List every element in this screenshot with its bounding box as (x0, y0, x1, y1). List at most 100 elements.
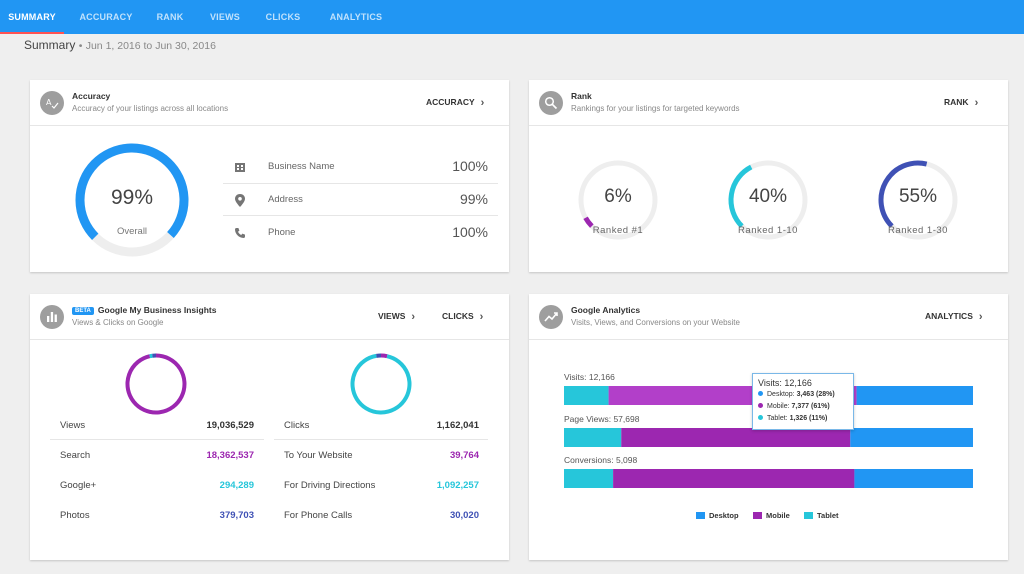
tab-analytics[interactable]: ANALYTICS (329, 12, 383, 22)
bar-segment-desktop-visits[interactable] (856, 386, 973, 405)
legend-label: Mobile (766, 511, 790, 520)
accuracy-row-value: 99% (459, 191, 488, 207)
tooltip-row-value: 3,463 (28%) (796, 391, 835, 398)
spellcheck-icon: A (40, 91, 64, 115)
clicks-row-value: 1,092,257 (436, 480, 479, 491)
tooltip-row-label: Tablet: (767, 415, 788, 422)
chevron-right-icon: › (480, 97, 485, 109)
chevron-right-icon: › (411, 311, 416, 323)
views-row-value: 294,289 (219, 480, 254, 491)
summary-date-range: Jun 1, 2016 to Jun 30, 2016 (85, 40, 216, 52)
chart-tooltip: Visits: 12,166 Desktop: 3,463 (28%) Mobi… (752, 373, 854, 430)
tab-summary[interactable]: SUMMARY (0, 0, 64, 34)
bar-segment-mobile-page-views[interactable] (621, 428, 851, 447)
donut-segment (125, 353, 187, 415)
gmb-card-header: BETA Google My Business Insights Views & … (30, 294, 509, 340)
analytics-link[interactable]: ANALYTICS › (925, 311, 983, 323)
views-donut (125, 353, 187, 415)
legend-item-desktop[interactable]: Desktop (696, 511, 739, 520)
tooltip-title: Visits: 12,166 (758, 378, 812, 388)
legend-swatch (753, 512, 762, 519)
bar-segment-mobile-conversions[interactable] (613, 469, 855, 488)
tooltip-row: Mobile: 7,377 (61%) (758, 403, 830, 410)
rank-gauge-arc (728, 164, 753, 228)
clicks-link-label: CLICKS (442, 311, 474, 321)
views-row-label: Photos (60, 510, 90, 521)
tooltip-row-value: 1,326 (11%) (789, 415, 828, 422)
rank-subtitle: Rankings for your listings for targeted … (571, 104, 740, 113)
accuracy-row-value: 100% (452, 224, 488, 240)
rank-gauge-3 (878, 160, 958, 240)
divider (274, 439, 488, 440)
accuracy-row-label: Business Name (268, 161, 335, 172)
clicks-row-label: For Phone Calls (284, 510, 353, 521)
tooltip-dot (758, 391, 763, 396)
tab-clicks[interactable]: CLICKS (265, 12, 301, 22)
phone-icon (233, 226, 247, 240)
accuracy-link-label: ACCURACY (426, 97, 475, 107)
trending-icon (539, 305, 563, 329)
rank-gauge-track (578, 160, 658, 240)
summary-separator: • (78, 40, 83, 52)
summary-title: Summary (24, 38, 76, 52)
tab-views[interactable]: VIEWS (209, 12, 240, 22)
rank-gauge-1 (578, 160, 658, 240)
rank-card: Rank Rankings for your listings for targ… (529, 80, 1008, 272)
accuracy-subtitle: Accuracy of your listings across all loc… (72, 104, 229, 113)
clicks-link[interactable]: CLICKS › (442, 311, 483, 323)
legend-swatch (696, 512, 705, 519)
bar-segment-desktop-page-views[interactable] (850, 428, 973, 447)
beta-badge: BETA (72, 307, 94, 315)
divider (223, 215, 498, 216)
gmb-subtitle: Views & Clicks on Google (72, 318, 164, 327)
views-donut-segments (125, 353, 187, 415)
tab-accuracy[interactable]: ACCURACY (79, 12, 133, 22)
top-navigation: SUMMARY ACCURACY RANK VIEWS CLICKS ANALY… (0, 0, 1024, 34)
legend-item-tablet[interactable]: Tablet (804, 511, 839, 520)
tooltip-row: Desktop: 3,463 (28%) (758, 391, 835, 398)
bar-label-visits: Visits: 12,166 (564, 372, 615, 382)
clicks-row-value: 30,020 (449, 510, 479, 521)
bar-segment-desktop-conversions[interactable] (854, 469, 973, 488)
rank-link[interactable]: RANK › (944, 97, 978, 109)
bar-label-page-views: Page Views: 57,698 (564, 414, 640, 424)
clicks-donut (350, 353, 412, 415)
rank-gauge-2 (728, 160, 808, 240)
accuracy-row-value: 100% (452, 158, 488, 174)
location-pin-icon (233, 193, 247, 207)
gmb-title-text: Google My Business Insights (97, 305, 217, 315)
tooltip-dot (758, 415, 763, 420)
tab-rank[interactable]: RANK (156, 12, 184, 22)
chevron-right-icon: › (479, 311, 484, 323)
accuracy-gauge-label: Overall (116, 226, 148, 237)
legend-item-mobile[interactable]: Mobile (753, 511, 790, 520)
views-total-label: Views (60, 420, 86, 431)
rank-gauge-arc (583, 216, 594, 228)
clicks-donut-segments (350, 353, 412, 415)
search-icon (539, 91, 563, 115)
views-row-label: Search (60, 450, 91, 461)
chevron-right-icon: › (974, 97, 979, 109)
views-link-label: VIEWS (378, 311, 406, 321)
tooltip-row-label: Mobile: (767, 403, 790, 410)
svg-text:A: A (46, 98, 52, 107)
bar-label-conversions: Conversions: 5,098 (564, 455, 638, 465)
rank-gauge-label: Ranked #1 (592, 225, 644, 236)
views-total-value: 19,036,529 (206, 420, 254, 431)
rank-gauge-value: 55% (898, 186, 938, 207)
accuracy-link[interactable]: ACCURACY › (426, 97, 484, 109)
bar-segment-tablet-page-views[interactable] (564, 428, 622, 447)
clicks-row-label: For Driving Directions (284, 480, 376, 491)
chevron-right-icon: › (978, 311, 983, 323)
rank-link-label: RANK (944, 97, 969, 107)
bar-segment-tablet-conversions[interactable] (564, 469, 614, 488)
views-link[interactable]: VIEWS › (378, 311, 415, 323)
analytics-card-header: Google Analytics Visits, Views, and Conv… (529, 294, 1008, 340)
views-row-value: 379,703 (219, 510, 254, 521)
accuracy-gauge-arc (75, 143, 189, 240)
clicks-total-label: Clicks (284, 420, 310, 431)
rank-gauge-label: Ranked 1-10 (738, 225, 798, 236)
bar-segment-tablet-visits[interactable] (564, 386, 609, 405)
accuracy-title: Accuracy (72, 91, 111, 101)
tooltip-row: Tablet: 1,326 (11%) (758, 415, 827, 422)
